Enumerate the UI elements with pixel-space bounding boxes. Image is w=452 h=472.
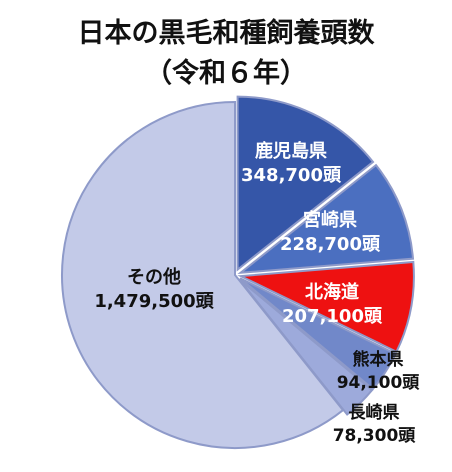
slice-value-label: 228,700頭	[280, 234, 381, 255]
chart-title: 日本の黒毛和種飼養頭数	[77, 18, 375, 49]
slice-value-label: 1,479,500頭	[94, 291, 214, 312]
slice-value-label: 94,100頭	[337, 373, 421, 393]
chart-subtitle: （令和６年）	[145, 58, 307, 89]
slice-value-label: 207,100頭	[282, 306, 383, 327]
slice-name-label: 長崎県	[349, 402, 400, 423]
pie-slice	[238, 278, 374, 416]
slice-name-label: 鹿児島県	[255, 140, 327, 162]
slice-value-label: 348,700頭	[241, 165, 342, 186]
slice-value-label: 78,300頭	[333, 426, 417, 446]
pie-slice	[61, 100, 345, 449]
pie-slice	[236, 95, 375, 272]
pie-slice	[239, 277, 397, 391]
slice-name-label: 北海道	[305, 281, 359, 303]
pie-slice	[237, 163, 415, 275]
slice-name-label: 宮崎県	[303, 209, 357, 231]
pie-slice	[237, 260, 415, 354]
slice-name-label: 熊本県	[353, 349, 404, 370]
slice-name-label: その他	[127, 266, 181, 288]
